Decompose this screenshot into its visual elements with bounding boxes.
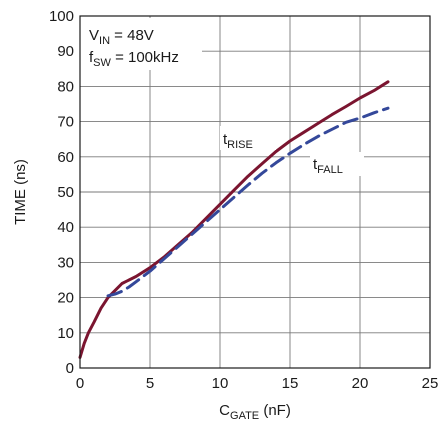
label-t-fall: tFALL: [313, 156, 343, 176]
x-tick-label-0: 0: [76, 375, 84, 392]
y-tick-label-10: 100: [49, 8, 74, 25]
x-tick-label-5: 25: [422, 375, 439, 392]
y-tick-label-5: 50: [57, 184, 74, 201]
y-tick-label-8: 80: [57, 78, 74, 95]
y-tick-label-1: 10: [57, 325, 74, 342]
y-tick-label-0: 0: [66, 360, 74, 377]
conditions-box: [80, 18, 202, 70]
condition-fsw: fSW = 100kHz: [89, 49, 179, 69]
x-axis-label: CGATE (nF): [219, 402, 291, 422]
series-group: [78, 80, 390, 359]
grid: [80, 16, 430, 368]
y-tick-label-6: 60: [57, 149, 74, 166]
x-tick-label-2: 10: [212, 375, 229, 392]
x-tick-label-1: 5: [146, 375, 154, 392]
y-axis-label: TIME (ns): [12, 159, 29, 225]
tick-labels: 0 5 10 15 20 25 0 10 20 30 40 50 60 70 80 90 100: [49, 8, 438, 392]
label-bg-fall: [310, 152, 364, 176]
y-tick-label-9: 90: [57, 43, 74, 60]
x-tick-label-4: 20: [352, 375, 369, 392]
series-line-t-rise: [78, 80, 390, 359]
condition-vin: VIN = 48V: [89, 27, 154, 47]
y-tick-label-3: 30: [57, 254, 74, 271]
x-tick-label-3: 15: [282, 375, 299, 392]
plot-frame: [79, 15, 431, 369]
series-line-t-fall: [106, 106, 390, 298]
label-bg-rise: [220, 126, 276, 150]
label-t-rise: tRISE: [223, 131, 253, 151]
y-tick-label-7: 70: [57, 114, 74, 131]
y-tick-label-4: 40: [57, 219, 74, 236]
y-tick-label-2: 20: [57, 290, 74, 307]
